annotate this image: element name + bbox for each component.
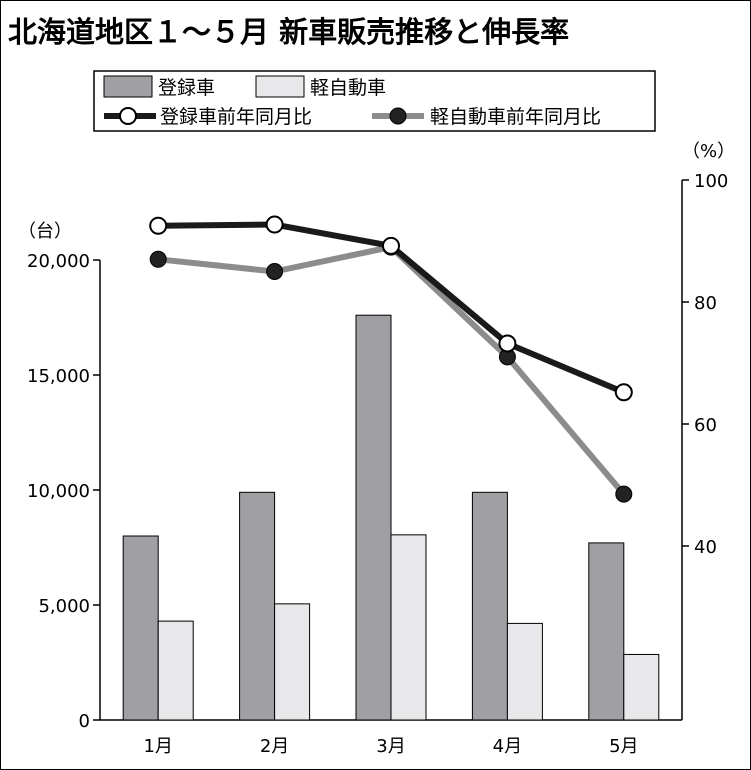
left-tick-label: 15,000 xyxy=(27,366,90,387)
right-axis-ticks: 40 60 80 100 xyxy=(682,171,728,558)
line-series xyxy=(149,215,633,503)
registered-ratio-point xyxy=(149,216,168,235)
legend-marker-registered xyxy=(119,107,137,125)
x-tick-label: 3月 xyxy=(376,736,405,757)
bar-registered xyxy=(122,535,159,721)
bar-registered xyxy=(588,542,625,721)
left-tick-label: 0 xyxy=(79,711,90,732)
left-axis-unit: （台） xyxy=(18,221,72,242)
legend-swatch-kei xyxy=(255,75,305,98)
legend: 登録車 軽自動車 登録車前年同月比 軽自動車前年同月比 xyxy=(93,70,656,132)
right-tick-label: 100 xyxy=(694,171,728,192)
bar-kei xyxy=(157,620,194,721)
bar-registered xyxy=(239,491,276,721)
kei-ratio-point xyxy=(149,250,167,268)
bar-kei xyxy=(506,622,543,721)
chart-title: 北海道地区１～５月 新車販売推移と伸長率 xyxy=(8,15,569,49)
right-tick-label: 40 xyxy=(694,537,717,558)
x-tick-label: 2月 xyxy=(260,736,289,757)
x-tick-label: 4月 xyxy=(493,736,522,757)
x-tick-label: 1月 xyxy=(143,736,172,757)
x-axis-labels: 1月 2月 3月 4月 5月 xyxy=(143,736,638,757)
legend-label-registered: 登録車 xyxy=(158,77,215,99)
bar-kei xyxy=(390,534,427,721)
legend-box xyxy=(93,70,656,132)
bar-registered xyxy=(471,491,508,721)
registered-ratio-point xyxy=(265,215,284,234)
left-tick-label: 20,000 xyxy=(27,251,90,272)
right-axis-unit: （%） xyxy=(682,141,735,162)
left-tick-label: 10,000 xyxy=(27,481,90,502)
registered-ratio-point xyxy=(498,334,517,353)
bar-kei xyxy=(623,653,660,721)
left-tick-label: 5,000 xyxy=(38,596,90,617)
legend-label-kei: 軽自動車 xyxy=(310,77,386,99)
legend-label-registered-ratio: 登録車前年同月比 xyxy=(160,106,312,128)
bar-series xyxy=(122,314,660,721)
bar-kei xyxy=(274,603,311,721)
legend-swatch-registered xyxy=(103,75,153,98)
registered-ratio-point xyxy=(614,383,633,402)
right-tick-label: 60 xyxy=(694,415,717,436)
kei-ratio-point xyxy=(266,263,284,280)
legend-label-kei-ratio: 軽自動車前年同月比 xyxy=(430,106,601,128)
registered-ratio-point xyxy=(382,236,400,255)
legend-marker-kei xyxy=(389,107,407,125)
right-tick-label: 80 xyxy=(694,293,717,314)
left-axis-ticks: 0 5,000 10,000 15,000 20,000 xyxy=(27,251,100,732)
bar-registered xyxy=(355,314,392,721)
x-tick-label: 5月 xyxy=(609,736,638,757)
kei-ratio-point xyxy=(615,485,633,503)
